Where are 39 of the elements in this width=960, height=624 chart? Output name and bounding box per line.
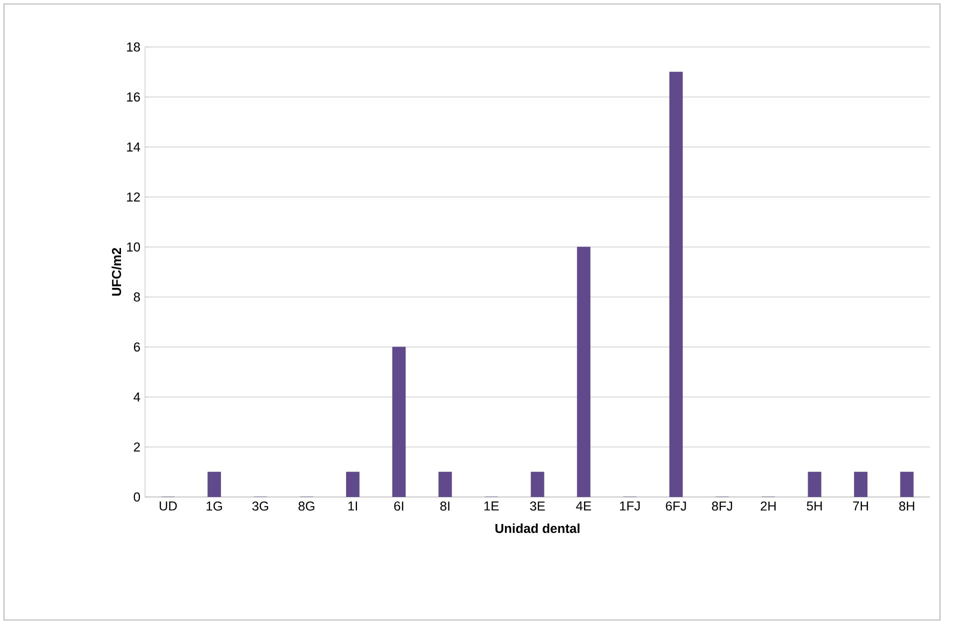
x-tick-label: 8G xyxy=(298,501,314,511)
x-tick-label: 2H xyxy=(760,501,776,511)
bar xyxy=(576,246,590,497)
x-axis-title: Unidad dental xyxy=(495,523,580,534)
x-tick-label: 8FJ xyxy=(712,501,732,511)
x-tick-label: UD xyxy=(160,502,177,511)
x-tick-label: 8I xyxy=(440,501,450,511)
bar xyxy=(346,472,360,497)
bar xyxy=(392,346,406,497)
x-tick-label: 1FJ xyxy=(620,502,640,511)
y-tick-label: 8 xyxy=(134,292,140,302)
x-tick-label: 7H xyxy=(853,502,868,510)
y-tick-label: 2 xyxy=(134,442,140,452)
bar xyxy=(530,472,544,497)
x-tick-label: 6I xyxy=(394,501,404,511)
x-tick-label: 1E xyxy=(484,502,499,510)
y-tick-label: 16 xyxy=(127,92,140,102)
bar xyxy=(808,472,822,497)
bar xyxy=(854,472,868,497)
y-axis-title: UFC/m2 xyxy=(112,248,122,296)
y-tick-label: 6 xyxy=(134,342,140,352)
y-tick-label: 10 xyxy=(127,242,140,252)
bar xyxy=(669,72,683,497)
bar xyxy=(900,472,914,497)
x-tick-label: 1G xyxy=(206,501,222,511)
x-tick-label: 5H xyxy=(806,502,822,511)
x-tick-label: 4E xyxy=(576,502,592,510)
x-tick-label: 8H xyxy=(899,501,914,511)
x-tick-label: 3E xyxy=(530,501,545,511)
y-tick-label: 12 xyxy=(127,192,140,202)
y-tick-label: 4 xyxy=(134,392,140,402)
y-tick-label: 0 xyxy=(134,492,140,502)
x-tick-label: 1I xyxy=(348,502,358,510)
y-tick-label: 18 xyxy=(127,42,140,52)
bar xyxy=(208,472,221,497)
x-tick-label: 6FJ xyxy=(666,501,686,511)
bar xyxy=(438,472,452,497)
y-tick-label: 14 xyxy=(127,142,140,152)
x-tick-label: 3G xyxy=(252,501,268,511)
